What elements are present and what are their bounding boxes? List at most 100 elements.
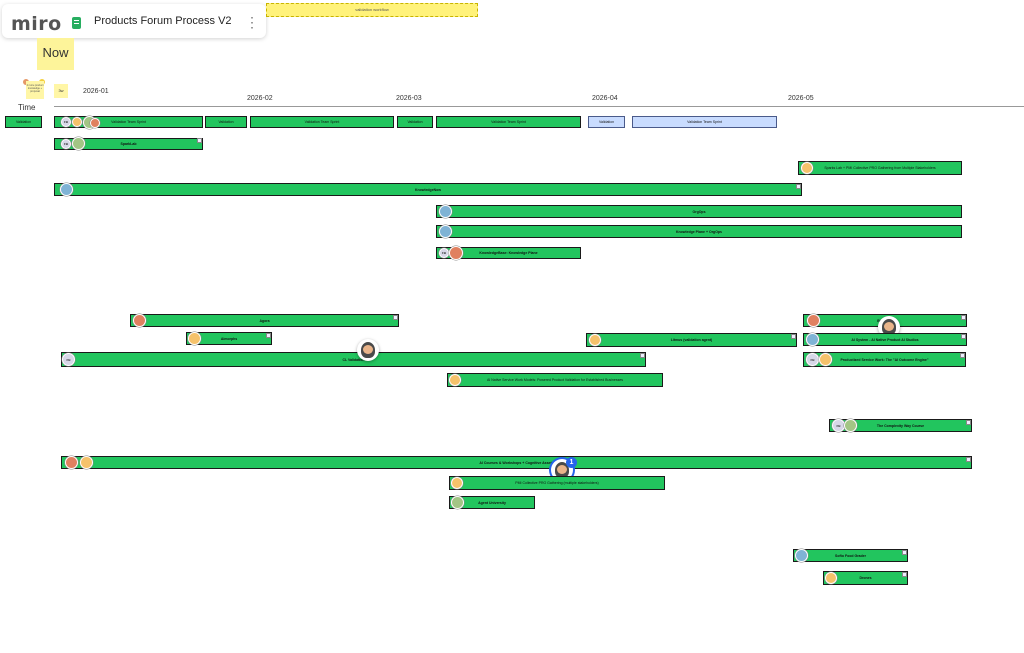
bar-label: Validation (407, 120, 423, 124)
miro-logo[interactable]: miro (11, 13, 62, 35)
avatar (60, 183, 73, 196)
avatar (451, 477, 463, 489)
avatar (72, 137, 85, 150)
sticky-note[interactable]: 2 more product knowledge + proposal (26, 81, 44, 99)
card-expand-icon[interactable] (902, 550, 907, 555)
more-vertical-icon[interactable]: ⋮ (245, 14, 259, 30)
timeline-bar[interactable]: Sparks Lab + PMI Collective PRO Gatherin… (798, 161, 962, 175)
timeline-bar[interactable]: AI Native Service Work Models: Powered P… (447, 373, 663, 387)
bar-label: KnowledgeNow (414, 187, 442, 192)
card-expand-icon[interactable] (640, 353, 645, 358)
timeline-bar[interactable]: Softo Food Grader (793, 549, 908, 562)
timeline-bar[interactable]: Drones (823, 571, 908, 585)
avatar (451, 496, 464, 509)
timeline-bar[interactable]: Validation (588, 116, 625, 128)
bar-label: The Complexity Way Course (876, 423, 925, 428)
month-label: 2026-05 (788, 95, 814, 102)
bar-label: Validation Team Sprint (111, 120, 146, 124)
avatar (449, 246, 463, 260)
avatar (825, 572, 837, 584)
timeline-bar[interactable]: Aimorphs (186, 332, 272, 345)
timeline-bar[interactable]: KnowledgeNow (54, 183, 802, 196)
timeline-bar[interactable]: Agora (130, 314, 399, 327)
timeline-bar[interactable]: Knowledge Plane + OrgOps (436, 225, 962, 238)
avatar (806, 333, 819, 346)
card-expand-icon[interactable] (902, 572, 907, 577)
bar-label: SparkLab (120, 142, 137, 146)
avatar (795, 549, 808, 562)
avatar (439, 225, 452, 238)
bar-label: Sparks Lab + PMI Collective PRO Gatherin… (824, 166, 936, 170)
timeline-bar[interactable]: Litmus (validation agent) (586, 333, 797, 347)
bar-label: Agora (259, 318, 270, 323)
bar-label: Validation Team Sprint (687, 120, 722, 124)
board-header: miro Products Forum Process V2 ⋮ (2, 4, 266, 38)
board-icon (72, 17, 81, 29)
bar-label: Drones (859, 576, 872, 580)
avatar: FB (62, 353, 75, 366)
week-sticky-note[interactable]: 3w (54, 84, 68, 98)
collaborator-cursor-avatar[interactable] (357, 339, 379, 361)
avatar (819, 353, 832, 366)
month-label: 2026-04 (592, 95, 618, 102)
avatar (807, 314, 820, 327)
timeline-bar[interactable]: The Complexity Way Course (829, 419, 972, 432)
avatar: FB (439, 248, 449, 258)
avatar: FB (61, 117, 71, 127)
avatar (801, 162, 813, 174)
avatar (80, 456, 93, 469)
timeline-bar[interactable]: PMI Collective PRO Gathering (multiple s… (449, 476, 665, 490)
card-expand-icon[interactable] (791, 334, 796, 339)
timeline-bar[interactable]: Validation Team Sprint (250, 116, 394, 128)
card-expand-icon[interactable] (393, 315, 398, 320)
card-expand-icon[interactable] (197, 138, 202, 143)
avatar (72, 117, 82, 127)
month-label: 2026-03 (396, 95, 422, 102)
card-expand-icon[interactable] (961, 315, 966, 320)
bar-label: AI System - AI Native Product AI Studios (851, 337, 919, 342)
avatar (133, 314, 146, 327)
month-label: 2026-02 (247, 95, 273, 102)
card-expand-icon[interactable] (961, 334, 966, 339)
timeline-bar[interactable]: Validation (397, 116, 433, 128)
card-expand-icon[interactable] (966, 457, 971, 462)
avatar (589, 334, 601, 346)
timeline-bar[interactable]: KnowledgeBase: Knowledge Plane (436, 247, 581, 259)
timeline-bar[interactable]: Validation (205, 116, 247, 128)
avatar: FB (806, 353, 819, 366)
card-expand-icon[interactable] (960, 353, 965, 358)
avatar (439, 205, 452, 218)
bar-label: Validation Team Sprint (491, 120, 526, 124)
time-axis-label: Time (18, 103, 36, 112)
timeline-bar[interactable]: SparkLab (54, 138, 203, 150)
now-sticky-note[interactable]: Now (37, 38, 74, 70)
timeline-bar[interactable]: Productized Service Work: The "AI Outcom… (803, 352, 966, 367)
card-expand-icon[interactable] (796, 184, 801, 189)
timeline-bar[interactable]: AI System - AI Native Product AI Studios (803, 333, 967, 346)
card-expand-icon[interactable] (966, 420, 971, 425)
timeline-bar[interactable]: Validation (5, 116, 42, 128)
timeline-bar[interactable]: Validation Team Sprint (632, 116, 777, 128)
bar-label: Litmus (validation agent) (670, 338, 713, 342)
card-expand-icon[interactable] (266, 333, 271, 338)
collaborator-cursor-avatar[interactable] (878, 316, 900, 338)
avatar (188, 332, 201, 345)
timeline-bar[interactable]: AI Courses & Workshops + Cognitive Asset… (61, 456, 972, 469)
timeline-bar[interactable]: CL Validation (61, 352, 646, 367)
timeline-bar[interactable]: Validation Team Sprint (436, 116, 581, 128)
bar-label: PMI Collective PRO Gathering (multiple s… (515, 481, 599, 485)
avatar (90, 118, 100, 128)
validation-banner[interactable]: validation workflow (266, 3, 478, 17)
bar-label: OrgOps (692, 209, 706, 214)
board-title[interactable]: Products Forum Process V2 (94, 15, 232, 27)
timeline-bar[interactable]: OrgOps (436, 205, 962, 218)
bar-label: Productized Service Work: The "AI Outcom… (840, 357, 929, 362)
timeline-bar[interactable]: Agent University (449, 496, 535, 509)
bar-label: KnowledgeBase: Knowledge Plane (479, 251, 538, 255)
avatar (65, 456, 78, 469)
avatar (844, 419, 857, 432)
bar-label: Knowledge Plane + OrgOps (676, 229, 722, 234)
bar-label: Agent University (478, 500, 506, 505)
bar-label: Validation (218, 120, 234, 124)
bar-label: Validation (15, 120, 32, 124)
